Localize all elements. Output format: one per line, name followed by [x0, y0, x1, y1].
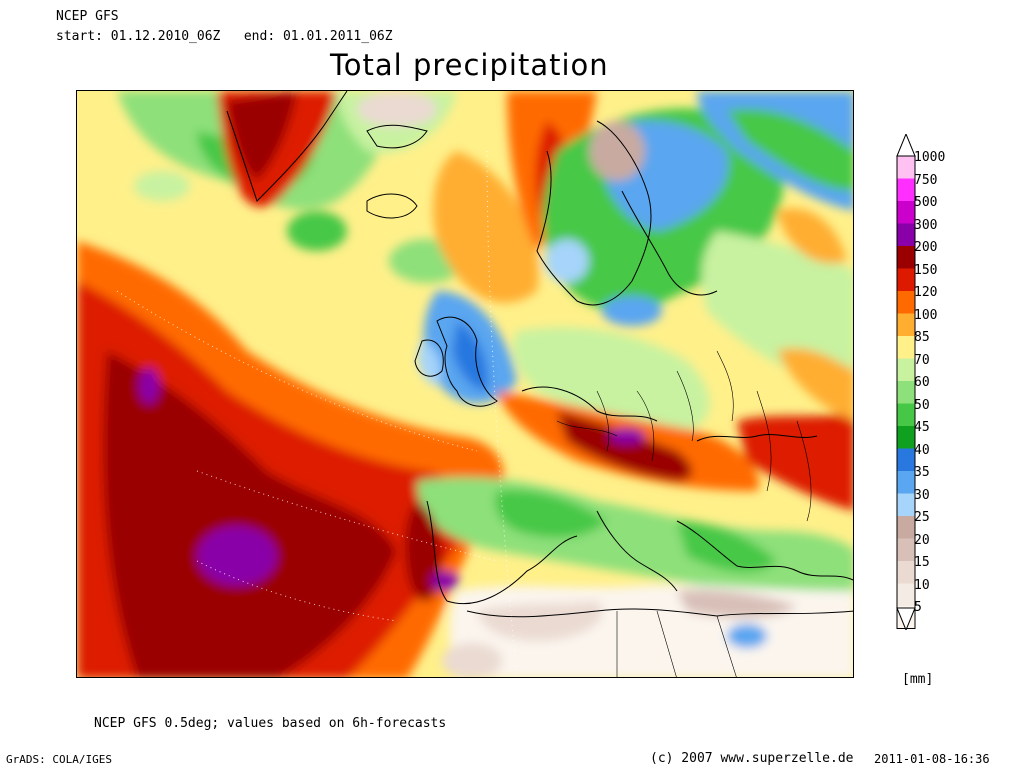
- legend-label: 1000: [914, 150, 946, 165]
- legend-bottom-arrow: [896, 607, 916, 630]
- legend-label: 85: [914, 330, 930, 345]
- legend-label: 70: [914, 352, 930, 368]
- legend-label: 120: [914, 285, 938, 300]
- country-borders: [556, 350, 812, 677]
- legend-label: 15: [914, 555, 930, 570]
- lat-lon-grid: [116, 150, 518, 677]
- legend-top-arrow: [896, 134, 916, 157]
- precipitation-map: [76, 90, 854, 678]
- legend-label: 200: [914, 240, 938, 255]
- legend-swatch: [897, 471, 915, 494]
- legend-swatch: [897, 538, 915, 561]
- period-label: start: 01.12.2010_06Z end: 01.01.2011_06…: [56, 29, 393, 44]
- legend-swatch: [897, 583, 915, 606]
- legend-swatch: [897, 156, 915, 179]
- coastlines: [226, 91, 853, 618]
- legend-swatch: [897, 381, 915, 404]
- legend-label: 500: [914, 195, 938, 210]
- legend-swatch: [897, 426, 915, 449]
- footer-note: NCEP GFS 0.5deg; values based on 6h-fore…: [94, 716, 447, 731]
- legend-swatch: [897, 358, 915, 381]
- legend-swatch: [897, 516, 915, 539]
- legend-label: 45: [914, 420, 930, 435]
- legend-unit: [mm]: [902, 672, 934, 687]
- legend-swatch: [897, 223, 915, 246]
- legend-label: 100: [914, 307, 938, 323]
- legend-swatch: [897, 336, 915, 359]
- legend-swatch: [897, 268, 915, 291]
- model-label: NCEP GFS: [56, 9, 119, 24]
- legend-label: 40: [914, 442, 930, 458]
- precipitation-field: [77, 91, 853, 677]
- legend-label: 25: [914, 510, 930, 525]
- color-legend: 1000 750 500 300 200 150 120 100 85 70 60 50 45 40 35 3…: [896, 134, 956, 630]
- legend-label: 20: [914, 532, 930, 548]
- legend-label: 60: [914, 375, 930, 390]
- legend-swatch: [897, 561, 915, 584]
- legend-swatch: [897, 246, 915, 269]
- legend-swatch: [897, 178, 915, 201]
- legend-swatch: [897, 291, 915, 314]
- legend-label: 150: [914, 262, 938, 278]
- legend-label: 30: [914, 487, 930, 503]
- legend-label: 5: [914, 600, 922, 615]
- legend-swatch: [897, 448, 915, 471]
- copyright-text: (c) 2007 www.superzelle.de: [650, 751, 854, 766]
- legend-label: 10: [914, 577, 930, 593]
- legend-label: 35: [914, 465, 930, 480]
- legend-swatch: [897, 201, 915, 224]
- legend-label: 300: [914, 217, 938, 233]
- legend-label: 50: [914, 397, 930, 413]
- legend-swatch: [897, 403, 915, 426]
- legend-colorbar: [896, 134, 916, 630]
- legend-swatch: [897, 493, 915, 516]
- grads-credit: GrADS: COLA/IGES: [6, 753, 112, 766]
- map-title: Total precipitation: [330, 48, 609, 82]
- timestamp-text: 2011-01-08-16:36: [874, 752, 990, 766]
- legend-label: 750: [914, 172, 938, 188]
- legend-swatch: [897, 313, 915, 336]
